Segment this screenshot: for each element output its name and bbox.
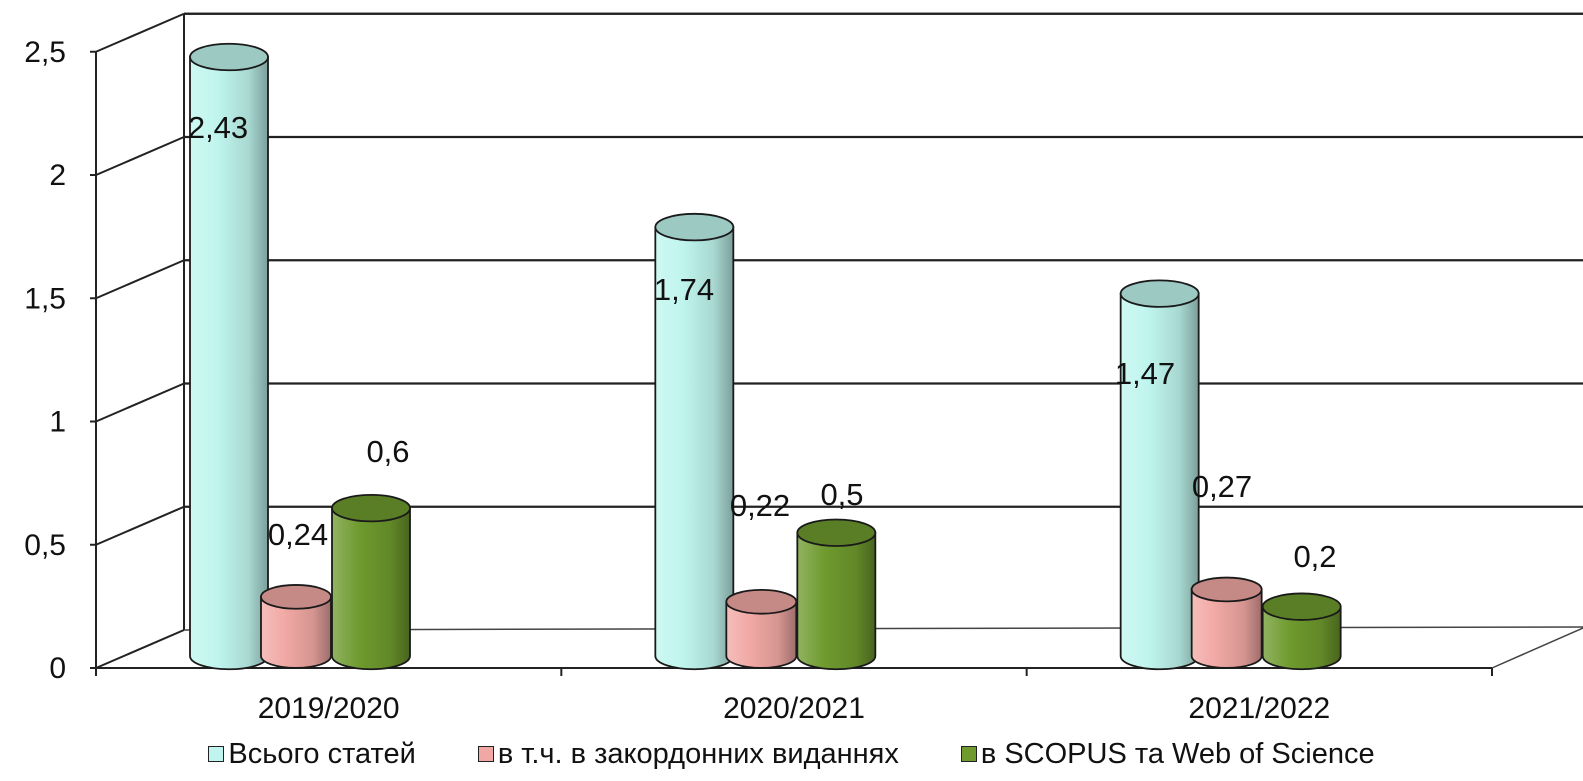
data-label-2-2: 0,2 xyxy=(1293,539,1336,574)
y-tick-label-5: 2,5 xyxy=(24,36,66,69)
y-tick-label-1: 0,5 xyxy=(24,529,66,562)
data-label-1-0: 0,24 xyxy=(268,517,328,552)
bar-top-1-1 xyxy=(725,588,798,615)
x-tick-label-1: 2020/2021 xyxy=(723,692,865,725)
bar-top-0-1 xyxy=(654,212,735,242)
bar-0-2 xyxy=(1119,292,1200,671)
side-wall-line-3 xyxy=(95,259,185,300)
side-wall-line-2 xyxy=(95,382,185,423)
bar-top-1-0 xyxy=(260,584,332,610)
data-label-1-1: 0,22 xyxy=(730,488,790,523)
legend-item-scopus: в SCOPUS та Web of Science xyxy=(960,737,1375,771)
data-label-0-0: 2,43 xyxy=(188,110,248,145)
bar-1-2 xyxy=(1190,588,1263,669)
bar-top-2-0 xyxy=(331,493,411,523)
legend-item-total: Всього статей xyxy=(208,737,416,771)
bar-top-2-2 xyxy=(1261,592,1342,621)
side-wall-line-4 xyxy=(95,136,185,176)
x-tick-label-0: 2019/2020 xyxy=(258,692,400,725)
data-label-0-2: 1,47 xyxy=(1115,356,1175,391)
legend-item-foreign: в т.ч. в закордонних виданнях xyxy=(477,737,899,771)
bar-1-1 xyxy=(725,600,798,669)
bar-0-0 xyxy=(189,56,269,671)
bar-2-2 xyxy=(1261,605,1342,671)
bar-2-0 xyxy=(331,507,411,671)
bar-2-1 xyxy=(796,531,877,671)
y-tick-label-3: 1,5 xyxy=(24,282,66,315)
bar-top-2-1 xyxy=(796,518,877,547)
x-tick-label-2: 2021/2022 xyxy=(1188,692,1330,725)
floor-back-edge xyxy=(183,626,1583,631)
data-label-2-0: 0,6 xyxy=(366,434,409,469)
bar-top-0-2 xyxy=(1119,279,1200,308)
bar-1-0 xyxy=(260,595,332,669)
legend-label-scopus: в SCOPUS та Web of Science xyxy=(980,737,1375,770)
data-label-0-1: 1,74 xyxy=(654,272,714,307)
side-wall-line-0 xyxy=(95,629,185,669)
y-tick-label-4: 2 xyxy=(49,159,66,192)
floor-right-edge xyxy=(1491,627,1583,669)
legend-swatch-total xyxy=(208,746,225,762)
data-label-2-1: 0,5 xyxy=(820,477,863,512)
legend-swatch-foreign xyxy=(477,746,494,762)
side-wall-line-1 xyxy=(95,505,185,546)
data-label-1-2: 0,27 xyxy=(1192,469,1252,504)
legend-swatch-scopus xyxy=(960,746,977,762)
bar-top-0-0 xyxy=(189,42,269,72)
legend-label-total: Всього статей xyxy=(228,737,416,770)
side-wall-line-5 xyxy=(95,12,185,53)
y-tick-label-2: 1 xyxy=(49,406,66,439)
legend: Всього статей в т.ч. в закордонних видан… xyxy=(0,734,1583,774)
legend-label-foreign: в т.ч. в закордонних виданнях xyxy=(497,737,899,770)
y-tick-label-0: 0 xyxy=(49,652,66,685)
bar-top-1-2 xyxy=(1190,576,1263,603)
